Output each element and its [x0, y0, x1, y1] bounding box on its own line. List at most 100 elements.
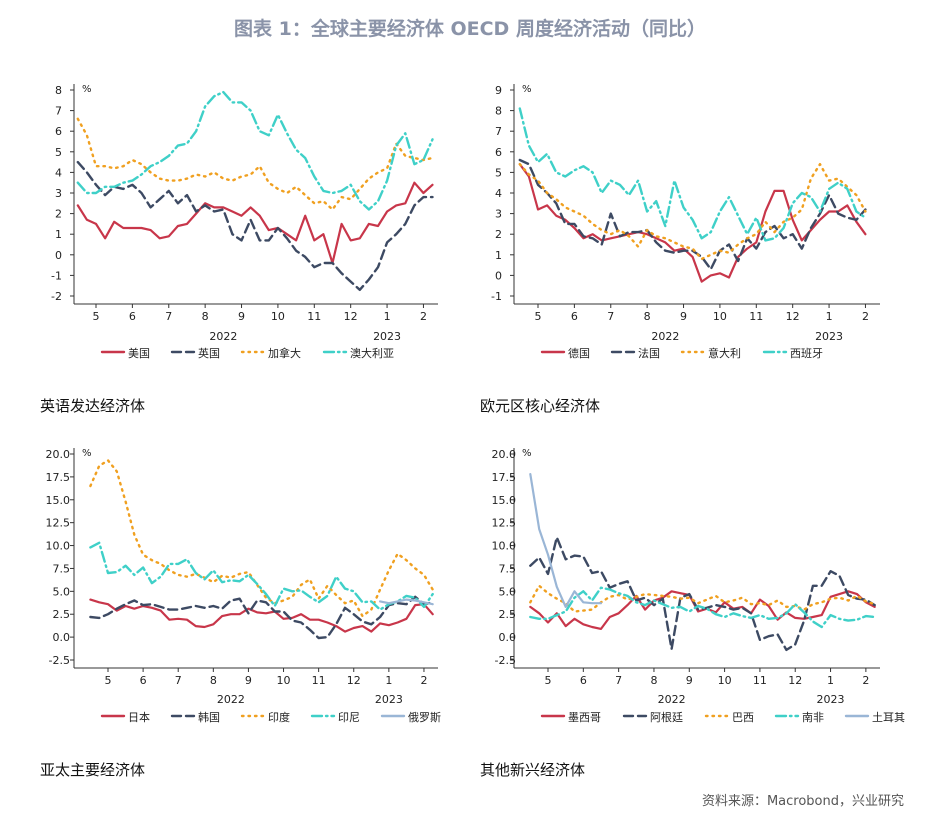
x-tick-label: 7 — [607, 310, 614, 323]
legend-label: 日本 — [128, 710, 150, 724]
series-line — [89, 459, 434, 618]
y-tick-label: 1 — [495, 249, 502, 262]
series-line — [518, 158, 867, 271]
y-tick-label: 12.5 — [46, 517, 71, 530]
x-tick-label: 8 — [210, 674, 217, 687]
x-tick-label: 2 — [420, 674, 427, 687]
series-line — [89, 541, 434, 611]
x-tick-label: 8 — [202, 310, 209, 323]
legend-label: 加拿大 — [268, 346, 301, 360]
y-tick-label: -1 — [51, 269, 62, 282]
x-tick-label: 12 — [788, 674, 802, 687]
y-tick-label: 20.0 — [46, 448, 71, 461]
y-tick-label: -2 — [51, 290, 62, 303]
y-tick-label: 10.0 — [492, 540, 517, 553]
y-tick-label: 15.0 — [492, 494, 517, 507]
y-tick-label: 3 — [55, 187, 62, 200]
y-tick-label: 2.5 — [499, 608, 517, 621]
y-tick-label: 0 — [55, 249, 62, 262]
y-unit-label: % — [522, 84, 532, 95]
page-title: 图表 1：全球主要经济体 OECD 周度经济活动（同比） — [234, 18, 706, 40]
legend-label: 俄罗斯 — [408, 711, 441, 724]
y-tick-label: 10.0 — [46, 540, 71, 553]
legend-label: 墨西哥 — [568, 711, 601, 724]
x-tick-label: 11 — [312, 674, 326, 687]
chart-1: 876543210-1-2%5 6 7 8 9 10 11 12 1 22022 2023美国 英国加… — [51, 84, 438, 360]
chart-3: 20.0 17.5 15.0 12.5 10.0 7.5 5.0 2.5 0.0 -2.5% 5 6 7… — [46, 448, 441, 724]
x-tick-label: 1 — [384, 310, 391, 323]
y-tick-label: 3 — [495, 208, 502, 221]
chart-4: 20.0 17.5 15.0 12.5 10.0 7.5 5.0 2.5 0.0 -2.5% 5 6 7… — [492, 448, 905, 724]
series-line — [76, 181, 434, 265]
chart-3-caption: 亚太主要经济体 — [40, 761, 146, 779]
x-tick-label: 6 — [580, 674, 587, 687]
y-tick-label: 7.5 — [53, 562, 71, 575]
y-tick-label: 20.0 — [492, 448, 517, 461]
x-tick-label: 2 — [862, 310, 869, 323]
x-tick-label: 11 — [753, 674, 767, 687]
y-tick-label: 4 — [55, 166, 62, 179]
x-tick-label: 9 — [238, 310, 245, 323]
y-tick-label: 17.5 — [46, 471, 71, 484]
x-year-label: 2022 — [217, 693, 245, 706]
y-tick-label: 17.5 — [492, 471, 517, 484]
y-tick-label: 2 — [495, 228, 502, 241]
y-tick-label: -2.5 — [495, 654, 516, 667]
y-tick-label: 2 — [55, 208, 62, 221]
x-year-label: 2023 — [815, 330, 843, 343]
y-tick-label: 6 — [55, 125, 62, 138]
y-tick-label: 5.0 — [53, 585, 71, 598]
legend-label: 南非 — [802, 711, 824, 724]
legend-label: 巴西 — [732, 711, 754, 724]
legend-label: 印尼 — [338, 711, 360, 724]
x-tick-label: 10 — [277, 674, 291, 687]
series-line — [518, 107, 867, 242]
legend-label: 土耳其 — [872, 711, 905, 724]
chart-4-caption: 其他新兴经济体 — [480, 761, 586, 779]
x-tick-label: 7 — [615, 674, 622, 687]
x-tick-label: 7 — [175, 674, 182, 687]
y-tick-label: 15.0 — [46, 494, 71, 507]
legend-label: 德国 — [568, 346, 590, 360]
y-tick-label: 2.5 — [53, 608, 71, 621]
y-tick-label: 5 — [495, 166, 502, 179]
series-line — [89, 595, 434, 640]
series-line — [529, 590, 876, 630]
x-tick-label: 9 — [686, 674, 693, 687]
x-year-label: 2022 — [658, 693, 686, 706]
x-tick-label: 8 — [650, 674, 657, 687]
y-tick-label: 4 — [495, 187, 502, 200]
y-unit-label: % — [82, 84, 92, 95]
x-tick-label: 9 — [680, 310, 687, 323]
x-tick-label: 12 — [347, 674, 361, 687]
legend-label: 美国 — [128, 347, 150, 360]
x-tick-label: 1 — [827, 674, 834, 687]
chart-2-caption: 欧元区核心经济体 — [480, 397, 601, 415]
x-year-label: 2022 — [651, 330, 679, 343]
y-tick-label: 7 — [55, 105, 62, 118]
y-tick-label: 7.5 — [499, 562, 517, 575]
x-tick-label: 5 — [535, 310, 542, 323]
y-tick-label: 5.0 — [499, 585, 517, 598]
x-tick-label: 6 — [129, 310, 136, 323]
y-tick-label: -2.5 — [49, 654, 70, 667]
legend-label: 法国 — [638, 346, 660, 360]
series-line — [529, 584, 876, 613]
series-line — [529, 536, 876, 652]
x-tick-label: 9 — [245, 674, 252, 687]
x-tick-label: 10 — [271, 310, 285, 323]
x-tick-label: 11 — [307, 310, 321, 323]
y-unit-label: % — [522, 448, 532, 459]
x-tick-label: 5 — [545, 674, 552, 687]
x-tick-label: 6 — [140, 674, 147, 687]
legend-label: 英国 — [198, 346, 220, 360]
y-tick-label: 9 — [495, 84, 502, 97]
y-tick-label: 5 — [55, 146, 62, 159]
legend-label: 阿根廷 — [650, 710, 683, 724]
x-tick-label: 12 — [344, 310, 358, 323]
series-line — [76, 90, 434, 211]
x-year-label: 2023 — [375, 693, 403, 706]
x-year-label: 2023 — [373, 330, 401, 343]
